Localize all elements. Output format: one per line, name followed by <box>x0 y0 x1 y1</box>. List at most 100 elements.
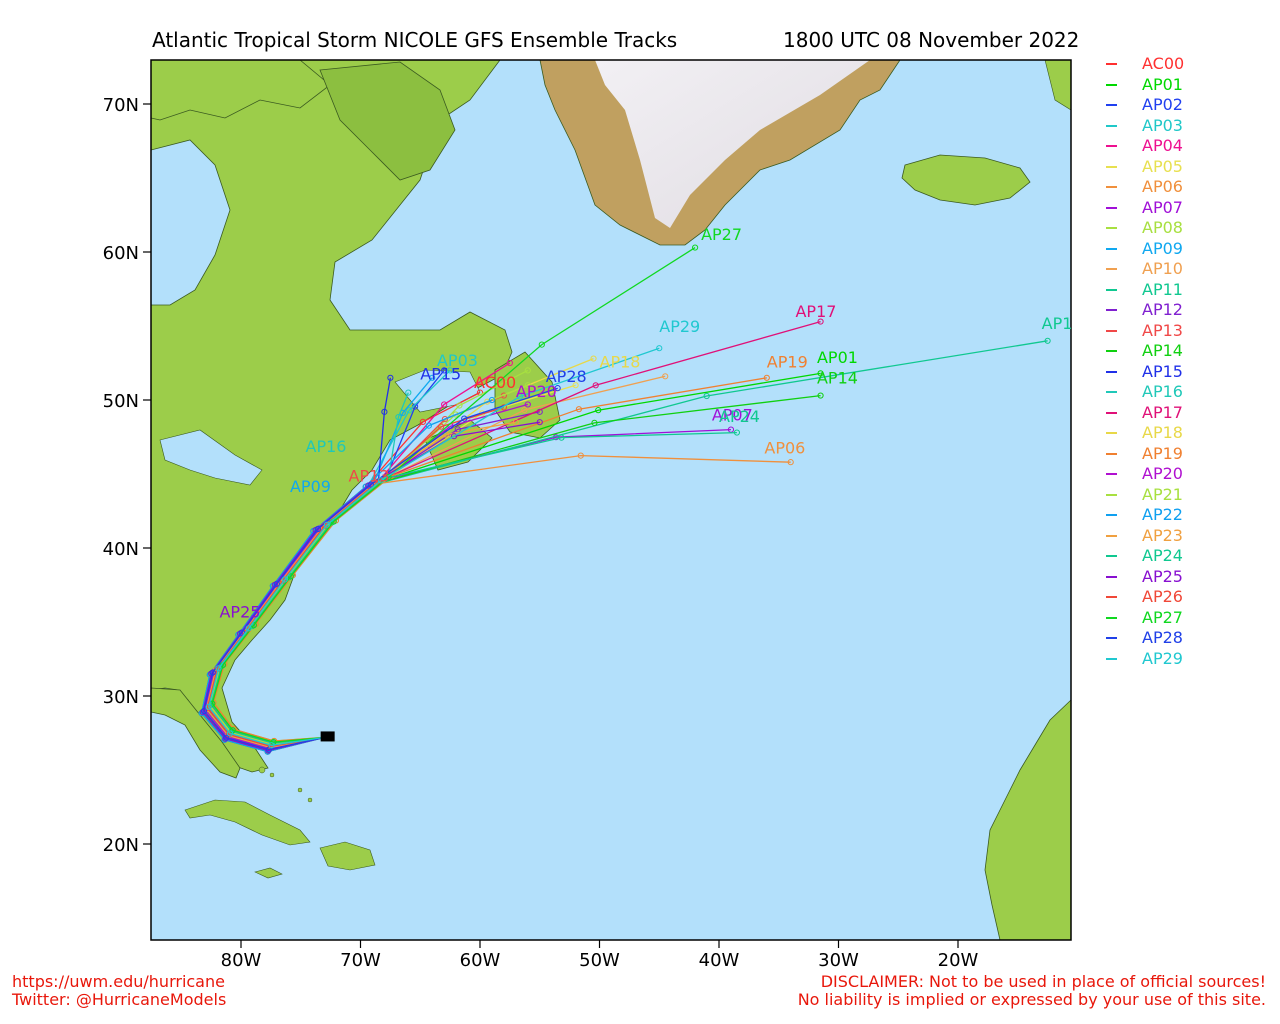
track-point <box>558 434 565 441</box>
track-point <box>273 580 280 587</box>
legend-label: AP05 <box>1142 156 1183 176</box>
track-point <box>367 481 374 488</box>
track-ap24 <box>210 431 737 744</box>
land-layer <box>151 60 1071 940</box>
track-end-label-ap11: AP11 <box>1042 314 1083 333</box>
track-point <box>438 423 445 430</box>
track-point <box>377 477 385 484</box>
track-ap26 <box>206 406 505 747</box>
great-lakes <box>159 429 263 486</box>
track-point <box>238 629 245 636</box>
disclaimer-line-2: No liability is implied or expressed by … <box>797 990 1266 1009</box>
track-point <box>245 625 252 632</box>
lat-tick-label: 20N <box>103 835 139 856</box>
legend-label: AP20 <box>1142 464 1183 483</box>
track-point <box>595 407 602 414</box>
legend-label: AP01 <box>1142 74 1183 94</box>
legend-label: AP28 <box>1142 628 1183 647</box>
track-ap19 <box>212 377 767 742</box>
legend-swatch <box>1106 227 1117 229</box>
legend-label: AP27 <box>1142 607 1183 627</box>
track-point <box>441 401 448 408</box>
legend-label: AP10 <box>1142 259 1183 278</box>
legend-swatch <box>1106 104 1117 106</box>
track-point <box>287 573 294 580</box>
iceland <box>901 154 1031 206</box>
track-point <box>817 318 824 325</box>
track-point <box>441 367 448 374</box>
forecast-timestamp: 1800 UTC 08 November 2022 <box>783 28 1080 52</box>
track-point <box>662 373 669 380</box>
track-point <box>429 374 436 381</box>
legend-swatch <box>1106 288 1117 291</box>
legend-swatch <box>1106 329 1117 332</box>
track-end-label-ap14: AP14 <box>817 369 858 388</box>
legend-swatch <box>1106 452 1117 455</box>
legend-swatch <box>1106 370 1117 373</box>
track-point <box>524 382 531 389</box>
track-point <box>763 374 770 381</box>
legend-swatch <box>1106 657 1117 660</box>
track-ap29 <box>207 347 660 746</box>
map-frame <box>150 59 1072 941</box>
track-point <box>205 703 212 710</box>
bahamas <box>258 766 313 803</box>
track-point <box>209 669 216 676</box>
legend-swatch <box>1106 514 1117 516</box>
track-point <box>524 401 531 408</box>
legend-label: AP06 <box>1142 177 1183 196</box>
jamaica <box>254 867 283 879</box>
track-point <box>524 367 531 374</box>
legend-swatch <box>1106 637 1117 639</box>
lat-tick-label: 50N <box>103 391 139 412</box>
footer-credits: https://uwm.edu/hurricane Twitter: @Hurr… <box>12 973 226 1009</box>
legend-swatch <box>1106 268 1117 270</box>
legend-label: AP15 <box>1142 361 1183 381</box>
cuba <box>184 799 311 846</box>
footer-disclaimer: DISCLAIMER: Not to be used in place of o… <box>798 973 1266 1009</box>
track-point <box>575 406 583 413</box>
legend-swatch <box>1106 206 1117 209</box>
track-point <box>538 341 545 348</box>
legend-label: AP22 <box>1142 505 1183 524</box>
africa <box>984 699 1071 940</box>
gulf-st-lawrence <box>394 369 481 413</box>
lat-tick-label: 60N <box>103 243 139 264</box>
track-point <box>452 411 459 418</box>
ensemble-tracks <box>198 244 1051 755</box>
track-point <box>703 392 710 400</box>
track-point <box>406 407 413 414</box>
track-end-label-ac00: AC00 <box>474 373 516 392</box>
track-ap28 <box>203 387 558 751</box>
lat-tick-label: 30N <box>103 687 139 708</box>
track-end-label-ap28: AP28 <box>546 367 587 386</box>
legend-label: AP23 <box>1142 525 1183 545</box>
legend-swatch <box>1106 555 1117 557</box>
disclaimer-line-1: DISCLAIMER: Not to be used in place of o… <box>820 972 1266 991</box>
track-ap21 <box>209 384 529 745</box>
track-point <box>521 406 528 414</box>
legend-label: AP18 <box>1142 423 1183 442</box>
track-point <box>733 429 741 436</box>
track-point <box>488 396 496 404</box>
legend-label: AP25 <box>1142 566 1183 586</box>
website-link[interactable]: https://uwm.edu/hurricane <box>12 972 225 991</box>
track-end-label-ap09: AP09 <box>290 477 331 496</box>
legend-swatch <box>1106 493 1117 496</box>
legend-swatch <box>1106 309 1117 311</box>
lon-tick-label: 20W <box>938 950 979 971</box>
track-point <box>536 419 543 426</box>
track-point <box>517 393 524 400</box>
track-end-label-ap15: AP15 <box>420 364 461 383</box>
track-point <box>656 345 663 352</box>
track-point <box>450 433 458 440</box>
track-point <box>387 374 394 381</box>
track-point <box>506 359 513 367</box>
track-point <box>223 734 230 741</box>
legend-swatch <box>1106 534 1117 537</box>
legend-label: AP21 <box>1142 484 1183 504</box>
legend-label: AP16 <box>1142 382 1183 401</box>
legend-label: AP19 <box>1142 443 1183 463</box>
legend-swatch <box>1106 247 1117 250</box>
